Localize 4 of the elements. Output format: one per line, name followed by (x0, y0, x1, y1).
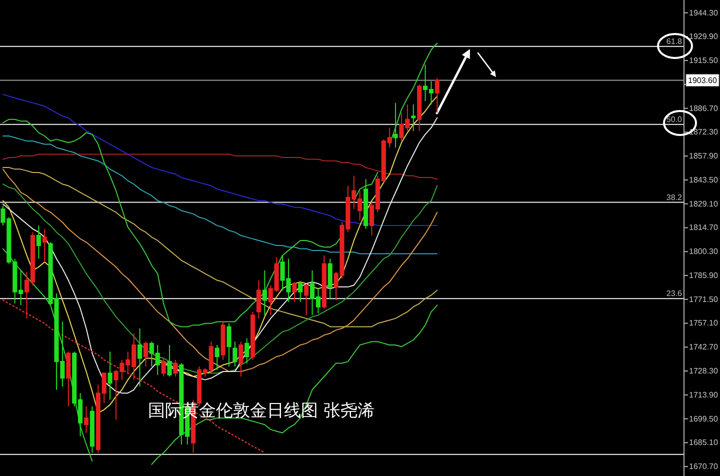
annotation: 23.6 (666, 289, 682, 298)
annotation: 38.2 (666, 192, 682, 202)
annotation: 61.8 (666, 36, 682, 46)
annotation: 50.0 (666, 114, 682, 124)
